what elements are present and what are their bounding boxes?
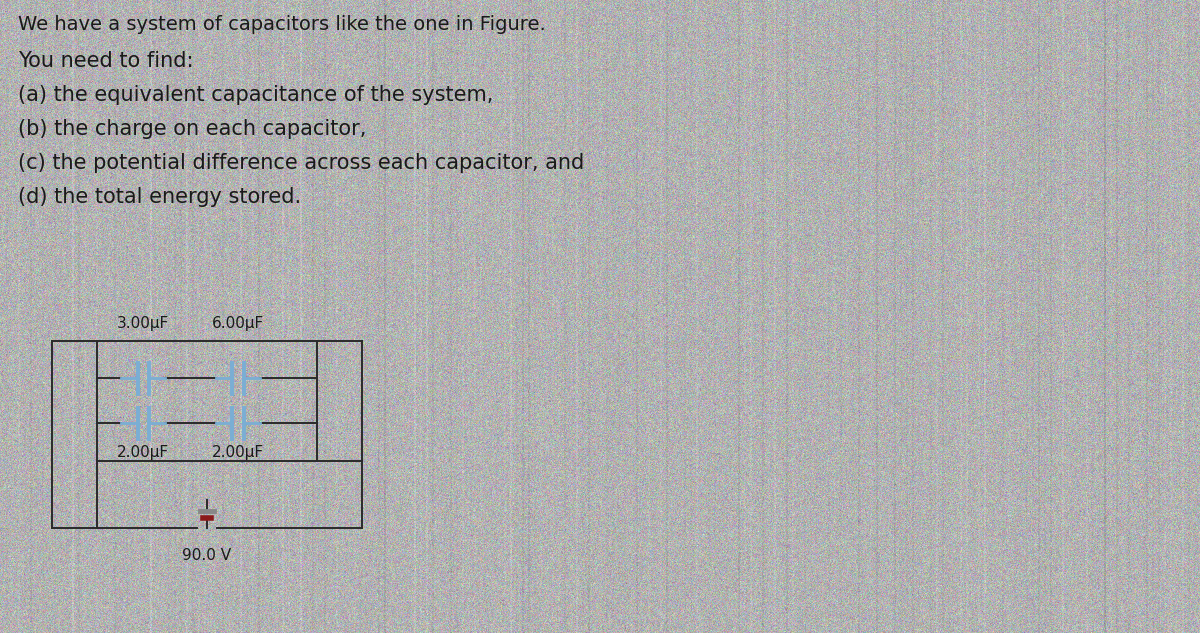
- Text: We have a system of capacitors like the one in Figure.: We have a system of capacitors like the …: [18, 15, 546, 34]
- Text: (d) the total energy stored.: (d) the total energy stored.: [18, 187, 301, 207]
- Text: 2.00μF: 2.00μF: [212, 445, 264, 460]
- Text: 3.00μF: 3.00μF: [116, 316, 169, 331]
- Text: (a) the equivalent capacitance of the system,: (a) the equivalent capacitance of the sy…: [18, 85, 493, 105]
- Text: 2.00μF: 2.00μF: [116, 445, 169, 460]
- Text: 90.0 V: 90.0 V: [182, 548, 232, 563]
- Text: (b) the charge on each capacitor,: (b) the charge on each capacitor,: [18, 119, 366, 139]
- Text: (c) the potential difference across each capacitor, and: (c) the potential difference across each…: [18, 153, 584, 173]
- Text: You need to find:: You need to find:: [18, 51, 193, 71]
- Text: 6.00μF: 6.00μF: [212, 316, 264, 331]
